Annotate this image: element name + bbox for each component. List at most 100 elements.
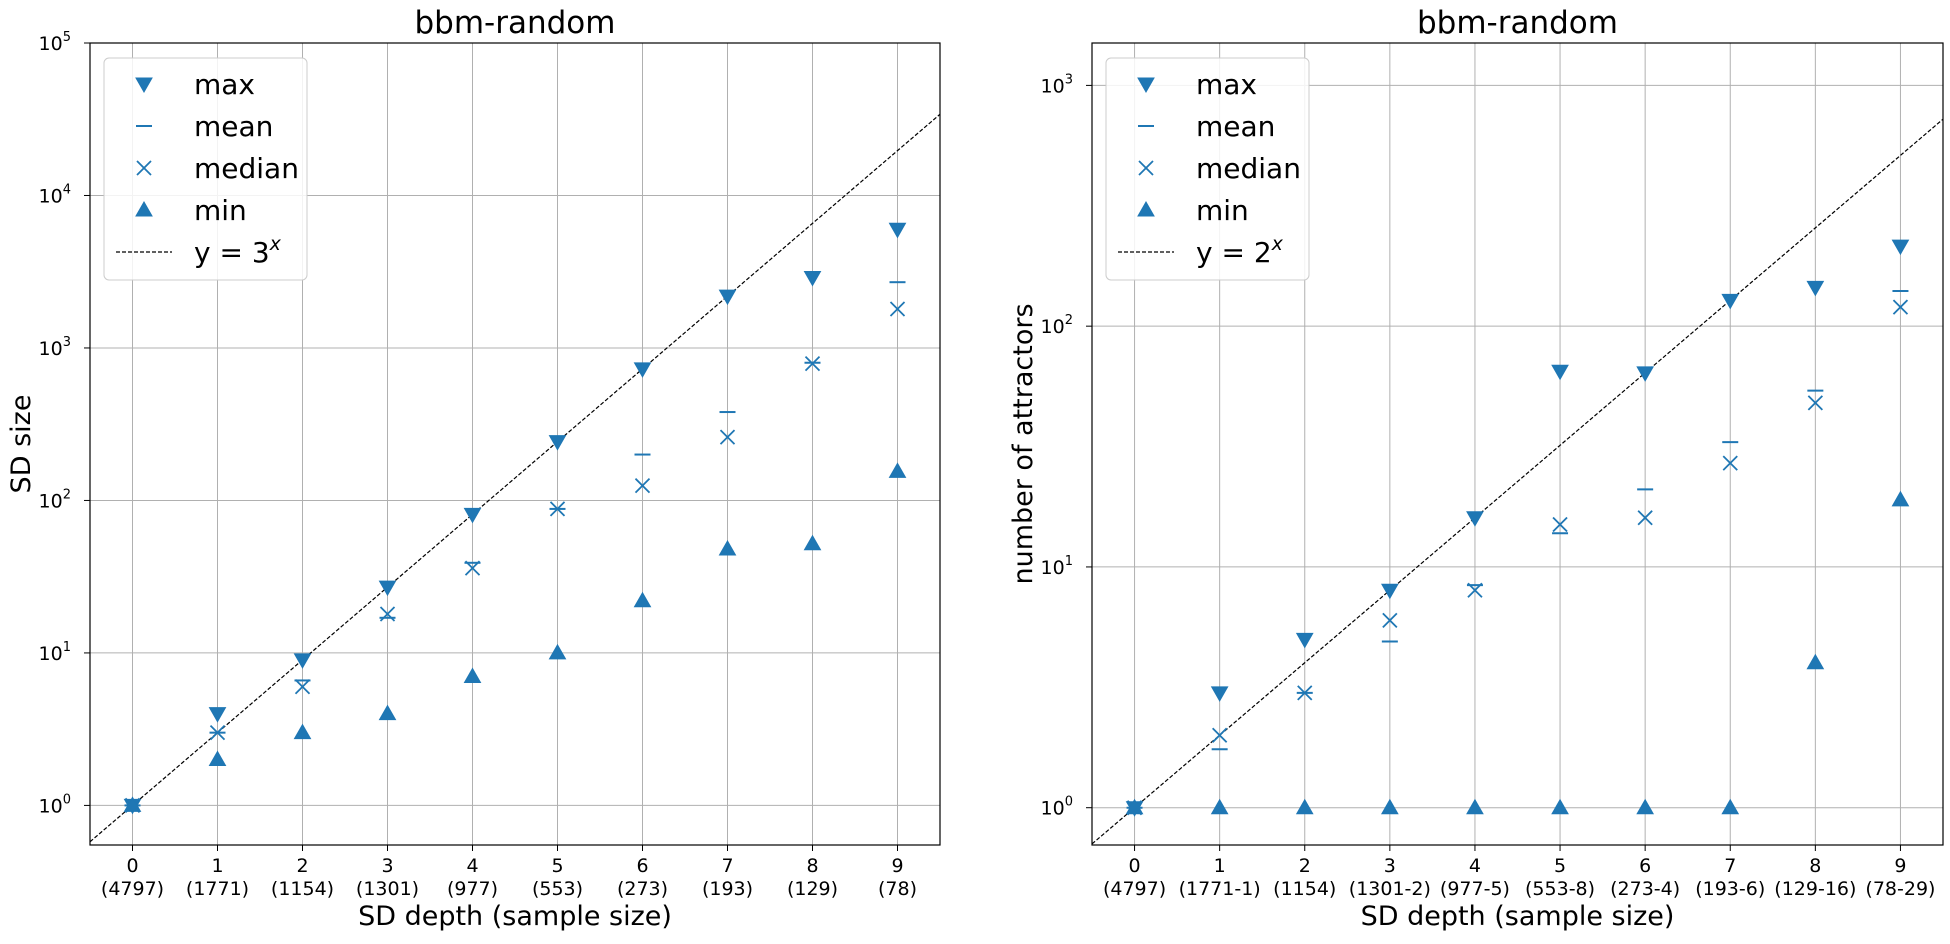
y-tick-label: 100 — [1041, 795, 1073, 820]
min-point — [463, 667, 482, 684]
x-tick-label: 9 — [1894, 855, 1906, 877]
median-point-stroke-b — [719, 429, 736, 445]
y-tick-label: 102 — [39, 487, 71, 512]
max-point — [1636, 366, 1655, 382]
series-max — [123, 222, 907, 815]
min-point — [1295, 798, 1314, 815]
y-axis-label: number of attractors — [1008, 303, 1039, 584]
y-tick-exponent: 3 — [63, 335, 71, 350]
median-point — [1212, 727, 1228, 743]
y-tick-exponent: 1 — [1065, 554, 1073, 569]
max-point — [1721, 293, 1740, 310]
min-point — [548, 643, 567, 660]
max-point — [548, 435, 567, 451]
y-tick-base: 10 — [39, 643, 63, 665]
median-point-stroke-b — [1467, 582, 1483, 598]
median-point — [379, 606, 396, 622]
median-point-stroke-b — [804, 355, 821, 372]
median-point — [549, 501, 566, 517]
y-tick-label: 102 — [1041, 313, 1073, 338]
legend-label-min: min — [1196, 194, 1249, 227]
median-point — [1722, 455, 1738, 471]
median-point-stroke-b — [1297, 685, 1313, 701]
y-tick-base: 10 — [39, 185, 63, 207]
series-max — [1125, 239, 1910, 817]
x-tick-sublabel: (553) — [532, 878, 583, 900]
x-tick-sublabel: (977) — [447, 878, 498, 900]
max-point — [1380, 583, 1399, 600]
min-point — [293, 723, 312, 740]
median-point — [719, 429, 736, 445]
min-point — [1636, 798, 1655, 815]
legend-label-median: median — [1196, 152, 1301, 185]
y-tick-label: 103 — [1041, 72, 1073, 97]
max-point — [1806, 280, 1825, 297]
x-tick-label: 6 — [636, 855, 648, 877]
median-point — [1382, 612, 1398, 628]
median-point-stroke-b — [379, 606, 396, 622]
legend: max mean median min y = 3x — [103, 57, 308, 281]
y-tick-label: 101 — [1041, 554, 1073, 579]
x-tick-label: 3 — [1384, 855, 1396, 877]
chart-title: bbm-random — [1417, 5, 1618, 41]
series-mean — [124, 281, 906, 807]
y-tick-exponent: 2 — [1065, 313, 1073, 328]
x-tick-sublabel: (1154) — [271, 878, 334, 900]
legend-label-reference: y = 3x — [194, 233, 282, 269]
x-tick-sublabel: (1301-2) — [1349, 878, 1431, 900]
max-point — [463, 507, 482, 524]
x-tick-label: 7 — [721, 855, 733, 877]
median-point-stroke-b — [634, 478, 651, 494]
x-tick-label: 1 — [211, 855, 223, 877]
max-point — [1891, 239, 1910, 256]
y-tick-base: 10 — [1041, 557, 1065, 579]
max-point — [208, 707, 227, 723]
x-tick-label: 4 — [466, 855, 478, 877]
min-point — [633, 591, 652, 608]
y-tick-exponent: 0 — [63, 792, 71, 807]
x-tick-label: 5 — [1554, 855, 1566, 877]
x-tick-label: 7 — [1724, 855, 1736, 877]
legend-marker-max — [135, 77, 153, 94]
y-tick-label: 105 — [39, 30, 71, 55]
legend-label-mean: mean — [194, 110, 273, 143]
median-point-stroke-b — [549, 501, 566, 517]
x-tick-sublabel: (553-8) — [1525, 878, 1595, 900]
min-point — [1806, 653, 1825, 670]
y-tick-base: 10 — [1041, 798, 1065, 820]
min-point — [1125, 798, 1144, 815]
x-tick-sublabel: (273) — [617, 878, 668, 900]
y-tick-exponent: 2 — [63, 487, 71, 502]
y-tick-base: 10 — [39, 795, 63, 817]
median-point — [1892, 299, 1909, 315]
x-tick-sublabel: (4797) — [101, 878, 164, 900]
y-axis-label: SD size — [6, 395, 37, 494]
axes-frame — [89, 42, 941, 846]
median-point — [1552, 516, 1568, 533]
legend-label-min: min — [194, 194, 247, 227]
max-point — [1466, 511, 1484, 527]
min-point — [1891, 490, 1910, 507]
x-tick-label: 2 — [296, 855, 308, 877]
median-point-stroke-b — [1212, 727, 1228, 743]
min-point — [1210, 798, 1229, 815]
median-point-stroke-b — [1892, 299, 1909, 315]
legend-box — [1105, 57, 1310, 281]
x-tick-label: 1 — [1214, 855, 1226, 877]
y-tick-label: 101 — [39, 640, 71, 665]
y-tick-exponent: 4 — [63, 182, 71, 197]
max-point — [378, 580, 397, 597]
median-point-stroke-b — [209, 725, 226, 741]
min-point — [888, 462, 907, 478]
min-point — [1551, 798, 1569, 815]
min-point — [123, 796, 142, 812]
max-point — [1210, 686, 1229, 702]
x-tick-sublabel: (129-16) — [1774, 878, 1856, 900]
legend-reference-text: y = 2 — [1196, 236, 1272, 269]
max-point — [718, 289, 737, 306]
median-point-stroke-b — [1722, 455, 1738, 471]
x-tick-label: 5 — [551, 855, 563, 877]
x-tick-sublabel: (78) — [878, 878, 917, 900]
median-point-stroke-b — [889, 301, 906, 317]
median-point — [889, 301, 906, 317]
